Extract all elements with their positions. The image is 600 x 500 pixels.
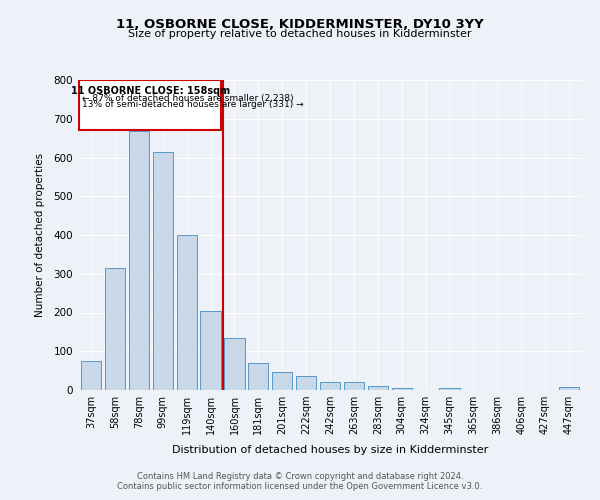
Text: Contains public sector information licensed under the Open Government Licence v3: Contains public sector information licen… — [118, 482, 482, 491]
Bar — [272, 372, 292, 390]
Bar — [559, 388, 579, 390]
Bar — [320, 382, 340, 390]
Bar — [392, 388, 412, 390]
Text: ← 87% of detached houses are smaller (2,238): ← 87% of detached houses are smaller (2,… — [82, 94, 293, 102]
Text: Contains HM Land Registry data © Crown copyright and database right 2024.: Contains HM Land Registry data © Crown c… — [137, 472, 463, 481]
Y-axis label: Number of detached properties: Number of detached properties — [35, 153, 45, 317]
Bar — [224, 338, 245, 390]
Bar — [129, 131, 149, 390]
Text: 11, OSBORNE CLOSE, KIDDERMINSTER, DY10 3YY: 11, OSBORNE CLOSE, KIDDERMINSTER, DY10 3… — [116, 18, 484, 30]
Text: Size of property relative to detached houses in Kidderminster: Size of property relative to detached ho… — [128, 29, 472, 39]
Bar — [105, 268, 125, 390]
Bar — [152, 152, 173, 390]
Bar — [368, 386, 388, 390]
Text: 11 OSBORNE CLOSE: 158sqm: 11 OSBORNE CLOSE: 158sqm — [71, 86, 230, 96]
FancyBboxPatch shape — [79, 80, 221, 130]
Bar — [439, 388, 460, 390]
Bar — [344, 382, 364, 390]
Bar — [81, 361, 101, 390]
X-axis label: Distribution of detached houses by size in Kidderminster: Distribution of detached houses by size … — [172, 446, 488, 456]
Bar — [200, 310, 221, 390]
Bar — [296, 376, 316, 390]
Bar — [176, 235, 197, 390]
Text: 13% of semi-detached houses are larger (331) →: 13% of semi-detached houses are larger (… — [82, 100, 303, 109]
Bar — [248, 363, 268, 390]
